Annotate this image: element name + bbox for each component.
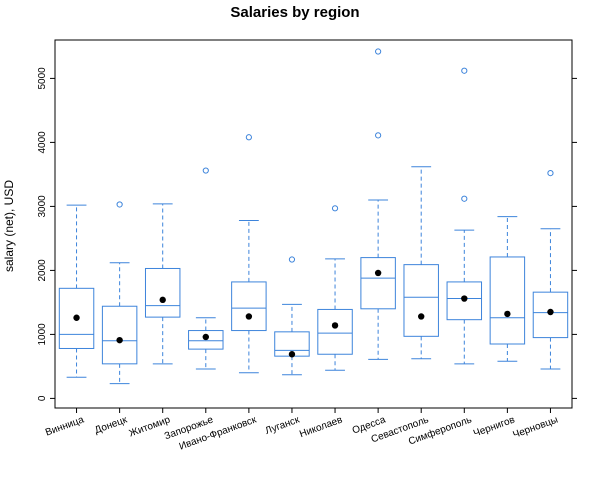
mean-point	[547, 308, 554, 316]
y-tick-label: 5000	[37, 67, 48, 90]
mean-point	[504, 310, 511, 318]
mean-point	[461, 295, 468, 302]
box	[144, 267, 181, 318]
box	[489, 256, 526, 345]
x-category-label: Луганск	[264, 414, 302, 437]
plot-frame	[54, 39, 573, 409]
y-tick-label: 1000	[37, 323, 48, 346]
mean-point	[418, 313, 425, 320]
mean-point	[374, 269, 382, 277]
outlier-point	[375, 48, 382, 55]
outlier-point	[461, 195, 468, 202]
mean-point	[288, 351, 296, 358]
outlier-point	[331, 205, 339, 212]
mean-point	[116, 336, 123, 344]
x-category-label: Донецк	[93, 414, 129, 436]
outlier-point	[547, 170, 554, 177]
box	[403, 264, 439, 337]
box	[317, 308, 353, 355]
y-tick-label: 4000	[37, 131, 48, 154]
x-category-label: Николаев	[298, 414, 344, 440]
outlier-point	[202, 167, 209, 174]
outlier-point	[375, 132, 382, 139]
mean-point	[331, 322, 339, 329]
outlier-point	[116, 201, 123, 208]
mean-point	[202, 333, 209, 341]
outlier-point	[288, 256, 296, 263]
x-category-label: Черновцы	[511, 414, 559, 440]
x-category-label: Чернигов	[472, 414, 516, 439]
y-tick-label: 0	[37, 395, 48, 401]
x-category-label: Винница	[44, 414, 86, 438]
y-tick-label: 2000	[37, 259, 48, 282]
y-tick-label: 3000	[37, 195, 48, 218]
y-axis-label: salary (net), USD	[2, 180, 16, 272]
outlier-point	[461, 67, 468, 74]
chart-title: Salaries by region	[230, 4, 359, 21]
box	[101, 305, 138, 365]
mean-point	[73, 314, 80, 321]
mean-point	[245, 313, 253, 320]
mean-point	[159, 296, 166, 304]
box	[231, 281, 267, 332]
outlier-point	[245, 134, 252, 141]
box	[360, 257, 396, 310]
